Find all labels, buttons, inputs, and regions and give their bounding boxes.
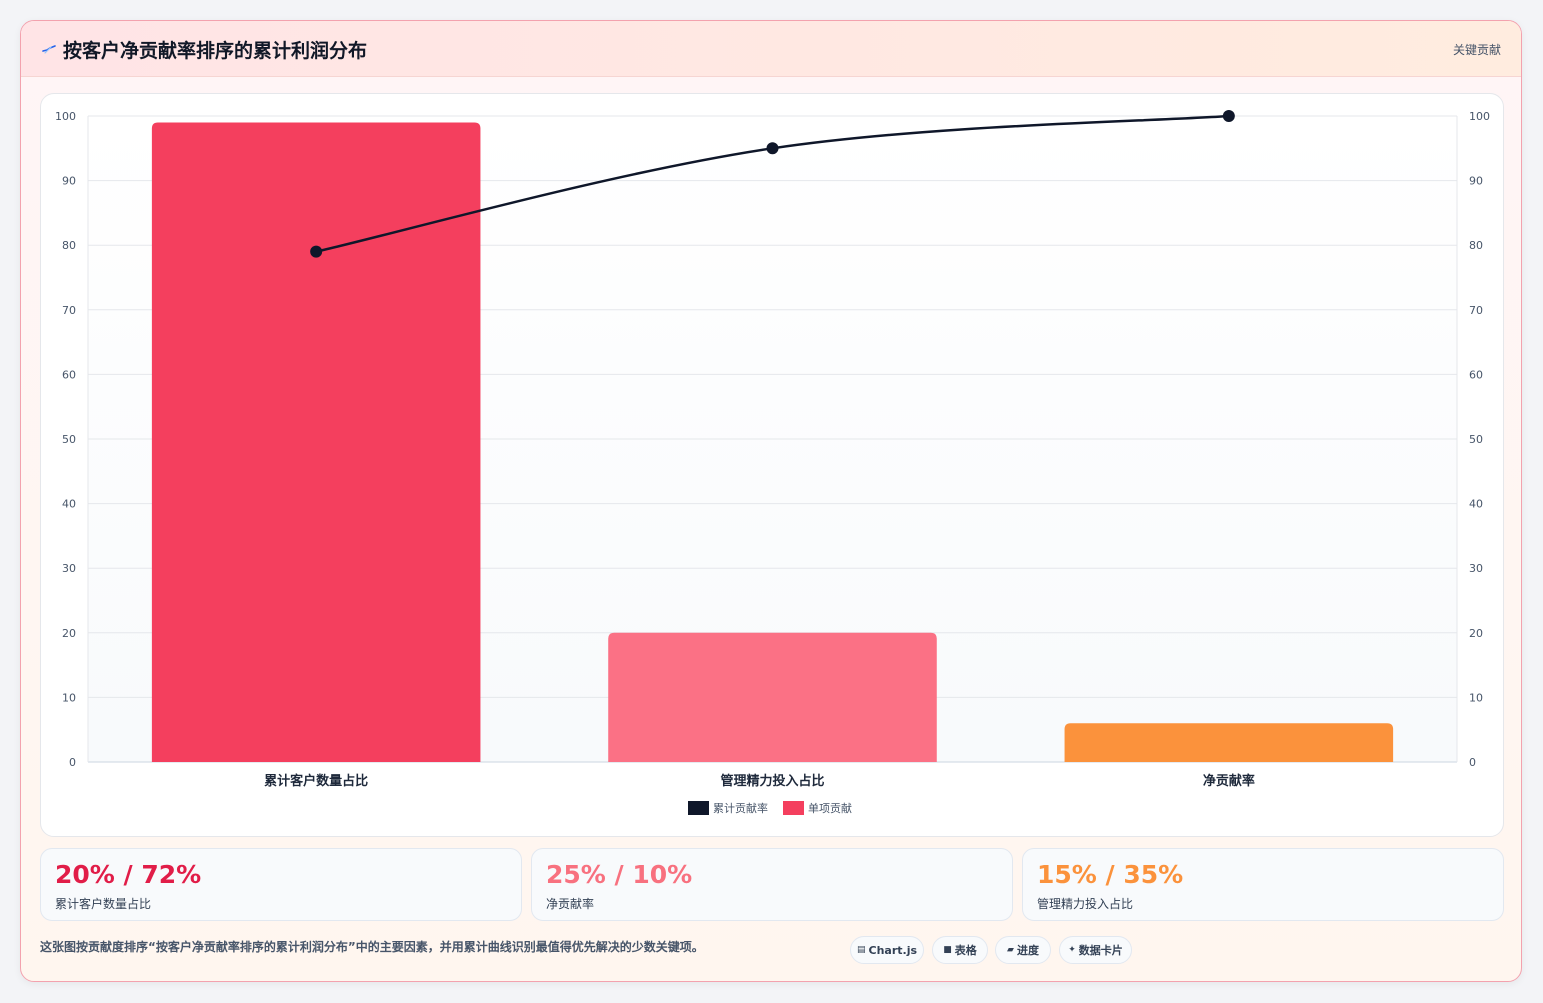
y2-tick-label: 0 <box>1469 756 1476 769</box>
pill-table[interactable]: ■ 表格 <box>932 936 988 964</box>
progress-icon: ▰ <box>1007 945 1014 955</box>
y-tick-label: 40 <box>62 498 76 511</box>
cumulative-point <box>310 245 323 258</box>
stat-card-3: 15% / 35% 管理精力投入占比 <box>1022 848 1504 921</box>
y-tick-label: 60 <box>62 368 76 381</box>
y2-tick-label: 50 <box>1469 433 1483 446</box>
y2-tick-label: 20 <box>1469 627 1483 640</box>
card-header: 按客户净贡献率排序的累计利润分布 关键贡献 <box>21 21 1521 77</box>
bar <box>1064 723 1394 762</box>
y2-tick-label: 60 <box>1469 368 1483 381</box>
pill-label: 表格 <box>954 944 977 957</box>
y2-tick-label: 30 <box>1469 562 1483 575</box>
legend-label: 单项贡献 <box>808 801 852 815</box>
x-tick-label: 累计客户数量占比 <box>264 773 368 789</box>
pill-chartjs[interactable]: ▤ Chart.js <box>850 936 924 964</box>
y2-tick-label: 90 <box>1469 175 1483 188</box>
x-tick-label: 管理精力投入占比 <box>720 773 824 789</box>
y-tick-label: 80 <box>62 239 76 252</box>
y2-tick-label: 70 <box>1469 304 1483 317</box>
y-tick-label: 50 <box>62 433 76 446</box>
legend-label: 累计贡献率 <box>713 801 768 815</box>
bar <box>151 122 481 762</box>
y2-tick-label: 80 <box>1469 239 1483 252</box>
y-tick-label: 100 <box>55 110 76 123</box>
y-tick-label: 10 <box>62 691 76 704</box>
y2-tick-label: 100 <box>1469 110 1490 123</box>
chart-icon: ▤ <box>856 945 866 955</box>
stat-value: 20% / 72% <box>55 860 202 889</box>
pill-data-cards[interactable]: ✦ 数据卡片 <box>1059 936 1132 964</box>
trend-icon <box>42 45 56 54</box>
stat-value: 25% / 10% <box>546 860 693 889</box>
legend-swatch <box>688 801 709 815</box>
y-tick-label: 0 <box>69 756 76 769</box>
legend-swatch <box>783 801 804 815</box>
y-tick-label: 30 <box>62 562 76 575</box>
card-icon: ✦ <box>1068 945 1076 955</box>
key-contribution-badge: 关键贡献 <box>1452 43 1501 57</box>
y2-tick-label: 40 <box>1469 498 1483 511</box>
chart-title: 按客户净贡献率排序的累计利润分布 <box>63 40 368 62</box>
x-tick-label: 净贡献率 <box>1203 773 1255 789</box>
pill-label: Chart.js <box>868 943 918 957</box>
bar <box>608 632 937 762</box>
chart-panel: 0 0 10 10 20 20 30 30 40 40 50 50 60 60 70 70 80 80 90 90 10… <box>40 93 1504 837</box>
stat-label: 净贡献率 <box>546 897 595 911</box>
pareto-chart: 0 0 10 10 20 20 30 30 40 40 50 50 60 60 70 70 80 80 90 90 10… <box>55 110 1490 815</box>
y2-tick-label: 10 <box>1469 691 1483 704</box>
stat-label: 累计客户数量占比 <box>55 897 152 911</box>
pill-label: 数据卡片 <box>1078 944 1123 957</box>
pill-label: 进度 <box>1016 944 1039 957</box>
y-tick-label: 20 <box>62 627 76 640</box>
stat-label: 管理精力投入占比 <box>1037 897 1134 911</box>
stat-card-2: 25% / 10% 净贡献率 <box>531 848 1013 921</box>
stat-card-1: 20% / 72% 累计客户数量占比 <box>40 848 522 921</box>
cumulative-point <box>766 142 779 155</box>
cumulative-point <box>1222 110 1235 122</box>
y-tick-label: 90 <box>62 175 76 188</box>
chart-description: 这张图按贡献度排序“按客户净贡献率排序的累计利润分布”中的主要因素，并用累计曲线… <box>40 940 704 954</box>
pill-progress[interactable]: ▰ 进度 <box>995 936 1051 964</box>
chart-card: 按客户净贡献率排序的累计利润分布 关键贡献 0 0 10 10 20 20 30 30 40 40… <box>20 20 1522 982</box>
y-tick-label: 70 <box>62 304 76 317</box>
stat-value: 15% / 35% <box>1037 860 1184 889</box>
table-icon: ■ <box>943 945 952 955</box>
